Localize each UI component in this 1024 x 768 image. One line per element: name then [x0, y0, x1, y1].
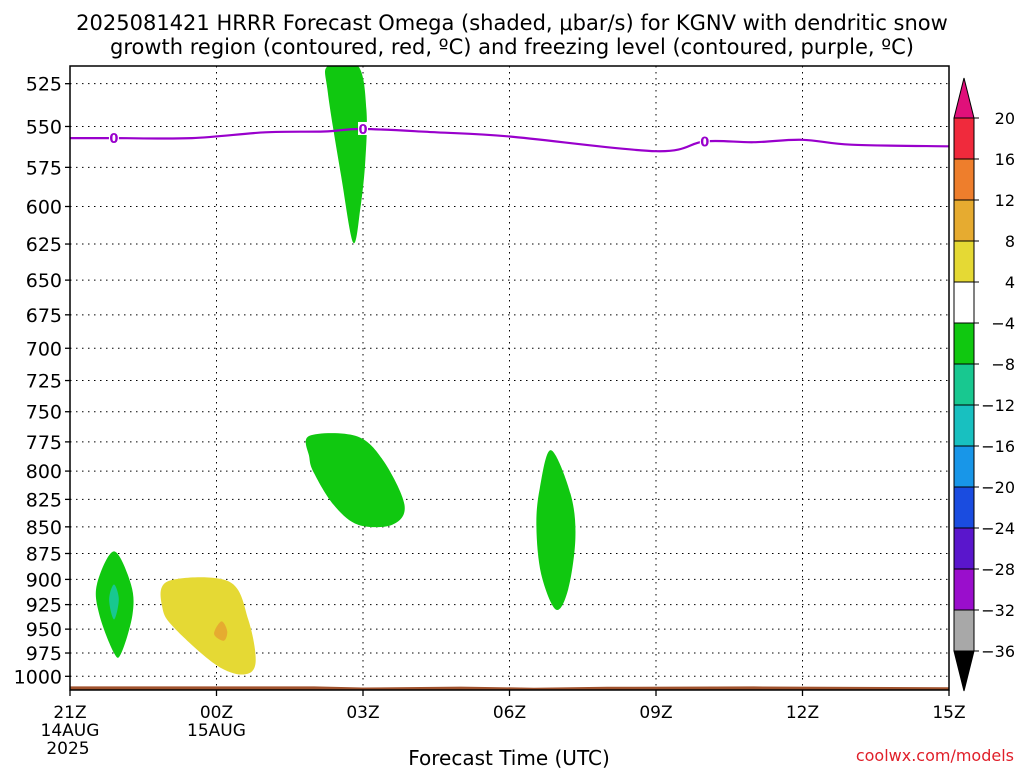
x-tick-label: 03Z	[346, 703, 379, 723]
colorbar-label: −20	[981, 478, 1015, 497]
colorbar-swatch	[953, 281, 975, 324]
terrain-area	[70, 686, 949, 690]
y-tick-label: 800	[26, 461, 62, 483]
x-axis-label: Forecast Time (UTC)	[408, 746, 610, 768]
y-tick-label: 950	[26, 619, 62, 641]
omega-region	[214, 621, 228, 641]
grid-lines	[70, 66, 949, 690]
y-tick-label: 550	[26, 116, 62, 138]
x-tick-label: 09Z	[639, 703, 672, 723]
y-tick-label: 925	[26, 595, 62, 617]
colorbar-label: 8	[1005, 232, 1015, 251]
terrain-fill	[70, 686, 949, 690]
y-tick-label: 675	[26, 305, 62, 327]
y-tick-label: 700	[26, 338, 62, 360]
colorbar-swatch	[953, 322, 975, 365]
colorbar-swatch	[953, 158, 975, 201]
watermark: coolwx.com/models	[856, 746, 1014, 765]
x-tick-date: 15AUG	[187, 721, 246, 741]
y-tick-label: 750	[26, 402, 62, 424]
y-tick-label: 875	[26, 543, 62, 565]
colorbar-swatch	[953, 486, 975, 529]
y-tick-label: 650	[26, 270, 62, 292]
colorbar-label: 4	[1005, 273, 1015, 292]
freezing-level-contour: 0 0 0	[69, 121, 950, 153]
colorbar-swatch	[953, 363, 975, 406]
colorbar-bottom-arrow	[953, 650, 975, 692]
y-tick-label: 850	[26, 517, 62, 539]
omega-region	[536, 450, 576, 610]
y-tick-label: 575	[26, 157, 62, 179]
y-tick-label: 900	[26, 569, 62, 591]
colorbar-swatch	[953, 404, 975, 447]
colorbar-label: −4	[991, 314, 1015, 333]
y-tick-label: 725	[26, 371, 62, 393]
x-tick-year: 2025	[46, 739, 89, 759]
colorbar-label: −36	[981, 642, 1015, 661]
x-tick-label: 21Z	[53, 703, 86, 723]
colorbar-label: −12	[981, 396, 1015, 415]
y-tick-label: 775	[26, 432, 62, 454]
colorbar-swatch	[953, 117, 975, 160]
colorbar-label: −24	[981, 519, 1015, 538]
colorbar-label: −16	[981, 437, 1015, 456]
colorbar-label: −32	[981, 601, 1015, 620]
colorbar-swatch	[953, 445, 975, 488]
x-tick-label: 06Z	[493, 703, 526, 723]
chart-title-line2: growth region (contoured, red, ºC) and f…	[110, 35, 914, 59]
freezing-level-label-bg	[358, 121, 368, 135]
colorbar-label: 12	[995, 191, 1015, 210]
y-tick-label: 1000	[14, 666, 62, 688]
x-tick-label: 00Z	[200, 703, 233, 723]
y-tick-label: 525	[26, 74, 62, 96]
y-tick-label: 625	[26, 234, 62, 256]
colorbar-label: −8	[991, 355, 1015, 374]
omega-region	[160, 577, 256, 675]
colorbar: 20 16 12 8 4 −4 −8 −12 −16 −20 −24 −28 −32 −36	[953, 77, 1015, 692]
omega-region	[325, 66, 367, 244]
colorbar-swatch	[953, 199, 975, 242]
freezing-level-label-bg	[699, 134, 710, 148]
freezing-level-label: 0	[700, 135, 709, 150]
y-tick-label: 975	[26, 643, 62, 665]
y-tick-label: 600	[26, 196, 62, 218]
colorbar-swatch	[953, 240, 975, 283]
chart-title-line1: 2025081421 HRRR Forecast Omega (shaded, …	[76, 11, 948, 35]
colorbar-top-arrow	[953, 77, 975, 119]
x-tick-date: 14AUG	[41, 721, 100, 741]
y-axis: 525 550 575 600 625 650 675 700 725 750 775 800 825 8…	[14, 74, 71, 688]
y-tick-label: 825	[26, 489, 62, 511]
colorbar-swatch	[953, 609, 975, 652]
colorbar-label: 20	[995, 109, 1015, 128]
freezing-level-line	[69, 127, 950, 153]
x-tick-label: 12Z	[786, 703, 819, 723]
omega-region	[109, 584, 119, 620]
freezing-level-label: 0	[358, 123, 367, 138]
colorbar-label: −28	[981, 560, 1015, 579]
colorbar-swatch	[953, 568, 975, 611]
x-tick-label: 15Z	[932, 703, 965, 723]
freezing-level-label: 0	[109, 132, 118, 147]
omega-shading	[95, 66, 576, 675]
colorbar-label: 16	[995, 150, 1015, 169]
colorbar-swatch	[953, 527, 975, 570]
omega-region	[305, 433, 405, 528]
freezing-level-label-bg	[108, 131, 119, 145]
